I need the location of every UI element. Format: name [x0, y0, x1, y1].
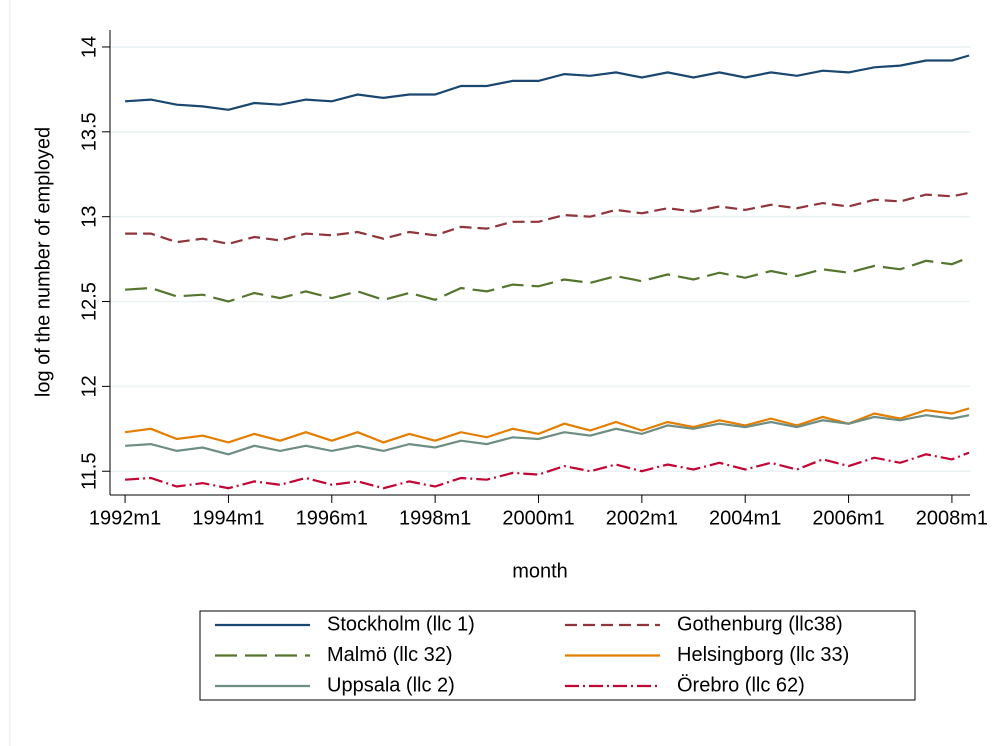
legend-label: Malmö (llc 32) [327, 644, 453, 666]
y-tick-label: 13 [78, 206, 100, 228]
legend-label: Helsingborg (llc 33) [677, 644, 849, 666]
legend-label: Örebro (llc 62) [677, 674, 805, 696]
y-tick-label: 13.5 [78, 112, 100, 151]
legend-label: Stockholm (llc 1) [327, 613, 475, 635]
y-tick-label: 12.5 [78, 282, 100, 321]
series-line [124, 407, 970, 444]
series-line [125, 451, 970, 490]
x-tick-label: 2008m1 [916, 507, 988, 529]
x-tick-label: 2004m1 [709, 507, 781, 529]
series-line [125, 256, 970, 303]
x-tick-label: 2000m1 [502, 507, 574, 529]
y-tick-label: 12 [78, 375, 100, 397]
y-tick-label: 14 [78, 36, 100, 58]
legend-label: Uppsala (llc 2) [327, 674, 455, 696]
series-line [125, 54, 970, 111]
x-tick-label: 1992m1 [89, 507, 161, 529]
series-line [125, 414, 970, 456]
x-tick-label: 1994m1 [192, 507, 264, 529]
x-axis-label: month [512, 560, 568, 582]
x-tick-label: 1998m1 [399, 507, 471, 529]
series-line [125, 191, 970, 245]
x-tick-label: 2006m1 [812, 507, 884, 529]
x-tick-label: 2002m1 [606, 507, 678, 529]
legend-box [199, 610, 916, 701]
x-tick-label: 1996m1 [296, 507, 368, 529]
y-tick-label: 11.5 [78, 453, 100, 490]
y-axis-label: log of the number of employed [32, 127, 54, 397]
legend-label: Gothenburg (llc38) [677, 613, 843, 635]
